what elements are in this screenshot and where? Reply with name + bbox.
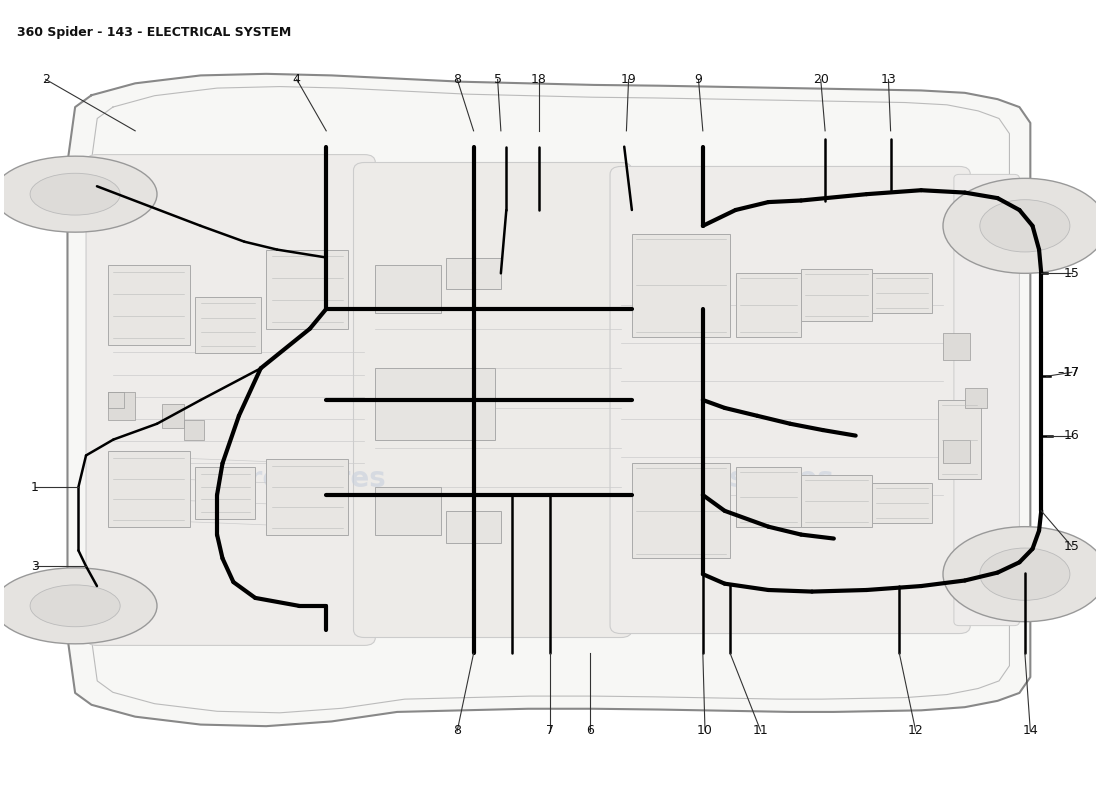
Text: 8: 8	[453, 725, 461, 738]
Polygon shape	[67, 74, 1031, 726]
Bar	[872, 274, 932, 313]
Bar	[108, 451, 189, 526]
Ellipse shape	[0, 568, 157, 644]
Bar	[801, 475, 872, 526]
Ellipse shape	[980, 200, 1070, 252]
FancyBboxPatch shape	[954, 174, 1020, 626]
FancyBboxPatch shape	[610, 166, 970, 634]
Text: 11: 11	[752, 725, 769, 738]
Bar	[736, 467, 801, 526]
Text: eurospares: eurospares	[211, 465, 387, 493]
Text: 18: 18	[531, 73, 547, 86]
Bar	[266, 250, 348, 329]
Text: 17: 17	[1064, 366, 1080, 378]
Bar	[375, 487, 441, 534]
Text: 9: 9	[694, 73, 703, 86]
Bar	[195, 297, 261, 353]
Text: 5: 5	[494, 73, 502, 86]
Bar	[185, 420, 204, 439]
Text: 8: 8	[453, 73, 461, 86]
Text: 15: 15	[1064, 540, 1080, 553]
Bar	[447, 511, 500, 542]
Bar	[375, 368, 495, 439]
Bar	[943, 439, 970, 463]
Text: 2: 2	[42, 73, 50, 86]
Bar	[943, 333, 970, 361]
FancyBboxPatch shape	[86, 154, 375, 646]
Bar	[108, 266, 189, 345]
Text: 12: 12	[908, 725, 924, 738]
Text: 7: 7	[546, 725, 554, 738]
Text: 4: 4	[293, 73, 300, 86]
Bar	[736, 274, 801, 337]
Ellipse shape	[30, 174, 120, 215]
Ellipse shape	[0, 156, 157, 232]
Bar	[447, 258, 500, 289]
Text: 16: 16	[1064, 429, 1080, 442]
Text: –17: –17	[1057, 366, 1080, 378]
Ellipse shape	[943, 178, 1100, 274]
Bar	[108, 392, 135, 420]
Ellipse shape	[943, 526, 1100, 622]
Text: 10: 10	[697, 725, 713, 738]
Text: 14: 14	[1023, 725, 1038, 738]
Text: 15: 15	[1064, 267, 1080, 280]
FancyBboxPatch shape	[353, 162, 631, 638]
Text: 19: 19	[620, 73, 637, 86]
Ellipse shape	[980, 548, 1070, 600]
Text: eurospares: eurospares	[659, 465, 835, 493]
Text: 20: 20	[813, 73, 828, 86]
Bar	[108, 392, 124, 408]
Bar	[375, 266, 441, 313]
Text: 3: 3	[31, 560, 38, 573]
Text: 6: 6	[586, 725, 594, 738]
Text: 360 Spider - 143 - ELECTRICAL SYSTEM: 360 Spider - 143 - ELECTRICAL SYSTEM	[18, 26, 292, 39]
Bar	[163, 404, 185, 428]
Bar	[266, 459, 348, 534]
Text: 13: 13	[880, 73, 896, 86]
Bar	[631, 463, 730, 558]
Bar	[872, 483, 932, 522]
Text: 1: 1	[31, 481, 38, 494]
Bar	[937, 400, 981, 479]
Ellipse shape	[30, 585, 120, 626]
Bar	[801, 270, 872, 321]
Bar	[631, 234, 730, 337]
Bar	[195, 467, 255, 518]
Bar	[965, 388, 987, 408]
